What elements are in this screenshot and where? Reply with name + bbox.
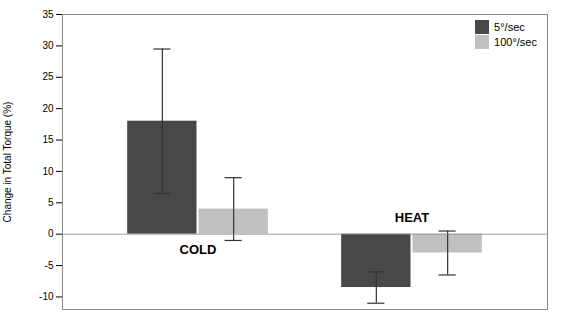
svg-text:35: 35 bbox=[42, 9, 54, 20]
svg-text:-10: -10 bbox=[39, 291, 54, 302]
svg-text:Change in Total Torque (%): Change in Total Torque (%) bbox=[2, 102, 13, 223]
html-text:100°/sec: 100°/sec bbox=[494, 36, 537, 48]
svg-text:0: 0 bbox=[48, 228, 54, 239]
svg-text:30: 30 bbox=[42, 40, 54, 51]
svg-text:10: 10 bbox=[42, 166, 54, 177]
svg-text:15: 15 bbox=[42, 134, 54, 145]
svg-text:5: 5 bbox=[48, 197, 54, 208]
svg-text:20: 20 bbox=[42, 103, 54, 114]
svg-text:HEAT: HEAT bbox=[395, 210, 429, 225]
svg-text:COLD: COLD bbox=[180, 242, 217, 257]
svg-text:25: 25 bbox=[42, 71, 54, 82]
html-text:5°/sec: 5°/sec bbox=[494, 21, 525, 33]
svg-text:-5: -5 bbox=[45, 260, 54, 271]
